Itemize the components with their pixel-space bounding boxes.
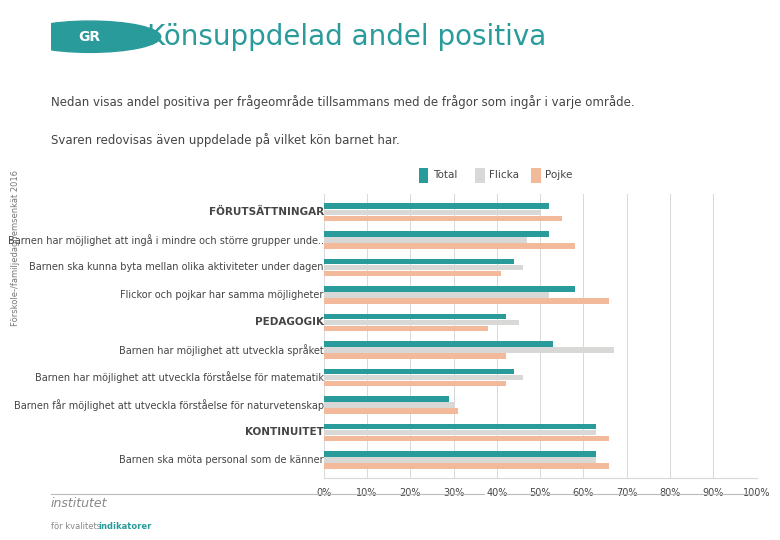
Bar (324, 381, 505, 386)
Bar (324, 204, 549, 209)
Text: FÖRUTSÄTTNINGAR: FÖRUTSÄTTNINGAR (208, 207, 324, 217)
Text: Barnen ska möta personal som de känner: Barnen ska möta personal som de känner (119, 455, 324, 465)
Bar (475, 168, 484, 183)
Bar (324, 215, 562, 221)
Bar (324, 402, 454, 408)
Text: Flickor och pojkar har samma möjligheter: Flickor och pojkar har samma möjligheter (120, 290, 324, 300)
Bar (324, 231, 549, 237)
Text: för kvalitets: för kvalitets (51, 522, 101, 531)
Text: Barnen har möjlighet att ingå i mindre och större grupper unde..: Barnen har möjlighet att ingå i mindre o… (8, 234, 324, 246)
Bar (324, 424, 597, 429)
Bar (324, 430, 597, 435)
Bar (324, 265, 523, 270)
Circle shape (19, 21, 161, 52)
Bar (324, 286, 575, 292)
Text: Barnen har möjlighet att utveckla språket: Barnen har möjlighet att utveckla språke… (119, 344, 324, 356)
Bar (324, 347, 614, 353)
Bar (324, 320, 519, 325)
Bar (324, 298, 609, 303)
Text: Svaren redovisas även uppdelade på vilket kön barnet har.: Svaren redovisas även uppdelade på vilke… (51, 133, 399, 147)
Bar (324, 408, 458, 414)
Bar (324, 259, 514, 264)
Text: Total: Total (433, 171, 457, 180)
Bar (324, 396, 449, 402)
Text: Barnen har möjlighet att utveckla förståelse för matematik: Barnen har möjlighet att utveckla förstå… (34, 372, 324, 383)
Bar (419, 168, 428, 183)
Text: KONTINUITET: KONTINUITET (245, 428, 324, 437)
Text: Barnen ska kunna byta mellan olika aktiviteter under dagen: Barnen ska kunna byta mellan olika aktiv… (29, 262, 324, 272)
Bar (531, 168, 541, 183)
Bar (324, 237, 527, 242)
Text: indikatorer: indikatorer (98, 522, 152, 531)
Bar (324, 326, 488, 331)
Text: GR: GR (79, 30, 101, 44)
Bar (324, 463, 609, 469)
Bar (324, 451, 597, 457)
Text: PEDAGOGIK: PEDAGOGIK (255, 318, 324, 327)
Text: Pojke: Pojke (545, 171, 573, 180)
Bar (324, 314, 505, 319)
Bar (324, 369, 514, 374)
Bar (324, 457, 597, 463)
Bar (324, 243, 575, 248)
Bar (324, 436, 609, 441)
Bar (324, 210, 540, 215)
Text: Förskole-/familjedaghemsenkät 2016: Förskole-/familjedaghemsenkät 2016 (11, 171, 20, 326)
Text: institutet: institutet (51, 497, 107, 510)
Text: Barnen får möjlighet att utveckla förståelse för naturvetenskap: Barnen får möjlighet att utveckla förstå… (13, 399, 324, 411)
Bar (324, 292, 549, 298)
Bar (324, 353, 505, 359)
Bar (324, 341, 553, 347)
Text: Flicka: Flicka (489, 171, 519, 180)
Bar (324, 271, 502, 276)
Text: Nedan visas andel positiva per frågeområde tillsammans med de frågor som ingår i: Nedan visas andel positiva per frågeområ… (51, 96, 634, 110)
Bar (324, 375, 523, 380)
Text: Könsuppdelad andel positiva: Könsuppdelad andel positiva (147, 23, 546, 51)
